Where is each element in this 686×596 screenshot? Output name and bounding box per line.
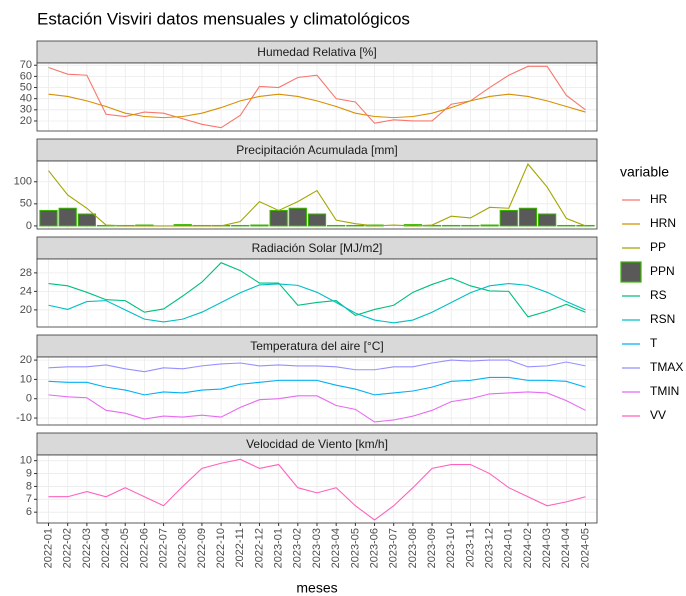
y-tick-label: 9 <box>26 467 32 479</box>
x-tick-label: 2022-01 <box>42 528 54 568</box>
x-tick-label: 2023-07 <box>388 528 400 568</box>
strip-title: Humedad Relativa [%] <box>257 45 376 59</box>
bar <box>518 207 538 227</box>
y-tick-label: 70 <box>20 59 32 71</box>
y-tick-label: 50 <box>20 198 32 210</box>
bar <box>480 224 499 227</box>
legend-key <box>620 261 642 283</box>
y-tick-label: 10 <box>20 455 32 467</box>
line <box>48 262 586 318</box>
y-tick-label: 8 <box>26 480 32 492</box>
legend-label: RSN <box>650 312 675 326</box>
y-tick-label: 6 <box>26 506 32 518</box>
x-tick-label: 2024-02 <box>522 528 534 568</box>
panel-border <box>36 356 598 426</box>
line <box>48 282 586 324</box>
legend-label: T <box>650 336 658 350</box>
legend-label: HRN <box>650 216 676 230</box>
bar <box>538 213 557 227</box>
x-tick-label: 2024-01 <box>503 528 515 568</box>
x-tick-label: 2023-02 <box>292 528 304 568</box>
y-tick-label: 30 <box>20 104 32 116</box>
y-tick-label: -10 <box>16 412 32 424</box>
x-tick-label: 2022-07 <box>157 528 169 568</box>
y-tick-label: 100 <box>14 176 32 188</box>
legend-label: RS <box>650 288 667 302</box>
bar <box>499 209 518 227</box>
legend-label: TMAX <box>650 360 683 374</box>
bar <box>307 213 327 227</box>
x-tick-label: 2022-06 <box>138 528 150 568</box>
panel-border <box>36 160 598 230</box>
line <box>48 163 586 227</box>
line <box>48 458 586 521</box>
y-tick-label: 0 <box>26 220 32 232</box>
x-tick-label: 2023-01 <box>273 528 285 568</box>
strip-title: Radiación Solar [MJ/m2] <box>252 241 383 255</box>
line <box>48 359 586 373</box>
legend-label: PP <box>650 240 666 254</box>
x-tick-label: 2022-12 <box>253 528 265 568</box>
x-tick-label: 2022-03 <box>81 528 93 568</box>
strip-title: Velocidad de Viento [km/h] <box>246 437 388 451</box>
x-tick-label: 2023-03 <box>311 528 323 568</box>
x-tick-label: 2023-06 <box>368 528 380 568</box>
line <box>48 93 586 119</box>
line <box>48 65 586 129</box>
line <box>48 391 586 423</box>
x-tick-label: 2023-04 <box>330 528 342 568</box>
line <box>48 376 586 396</box>
x-tick-label: 2022-09 <box>196 528 208 568</box>
y-tick-label: 20 <box>20 304 32 316</box>
x-tick-label: 2023-05 <box>349 528 361 568</box>
bar <box>269 209 288 227</box>
x-tick-label: 2022-08 <box>177 528 189 568</box>
legend-label: VV <box>650 408 666 422</box>
x-tick-label: 2022-02 <box>62 528 74 568</box>
x-axis-label: meses <box>296 580 337 596</box>
x-tick-label: 2024-05 <box>579 528 591 568</box>
y-tick-label: 60 <box>20 70 32 82</box>
panel-border <box>36 62 598 132</box>
bar <box>77 213 96 227</box>
y-tick-label: 7 <box>26 493 32 505</box>
legend-label: HR <box>650 192 668 206</box>
x-tick-label: 2022-11 <box>234 528 246 568</box>
x-tick-label: 2022-10 <box>215 528 227 568</box>
y-tick-label: 50 <box>20 81 32 93</box>
y-tick-label: 28 <box>20 267 32 279</box>
y-tick-label: 20 <box>20 354 32 366</box>
legend-label: PPN <box>650 264 675 278</box>
y-tick-label: 20 <box>20 115 32 127</box>
y-tick-label: 24 <box>20 285 32 297</box>
legend-title: variable <box>620 164 669 180</box>
bar <box>39 209 58 227</box>
y-tick-label: 0 <box>26 393 32 405</box>
y-tick-label: 40 <box>20 93 32 105</box>
x-tick-label: 2023-12 <box>484 528 496 568</box>
panel-border <box>36 258 598 328</box>
legend-label: TMIN <box>650 384 679 398</box>
bar <box>58 207 77 227</box>
x-tick-label: 2024-03 <box>541 528 553 568</box>
y-tick-label: 10 <box>20 373 32 385</box>
strip-title: Precipitación Acumulada [mm] <box>236 143 397 157</box>
x-tick-label: 2022-05 <box>119 528 131 568</box>
bar <box>288 207 307 227</box>
x-tick-label: 2023-08 <box>407 528 419 568</box>
x-tick-label: 2023-09 <box>426 528 438 568</box>
x-tick-label: 2024-04 <box>560 528 572 568</box>
strip-title: Temperatura del aire [°C] <box>250 339 384 353</box>
chart-title: Estación Visviri datos mensuales y clima… <box>37 9 410 28</box>
x-tick-label: 2023-10 <box>445 528 457 568</box>
x-tick-label: 2022-04 <box>100 528 112 568</box>
bar <box>250 224 269 227</box>
x-tick-label: 2023-11 <box>464 528 476 568</box>
